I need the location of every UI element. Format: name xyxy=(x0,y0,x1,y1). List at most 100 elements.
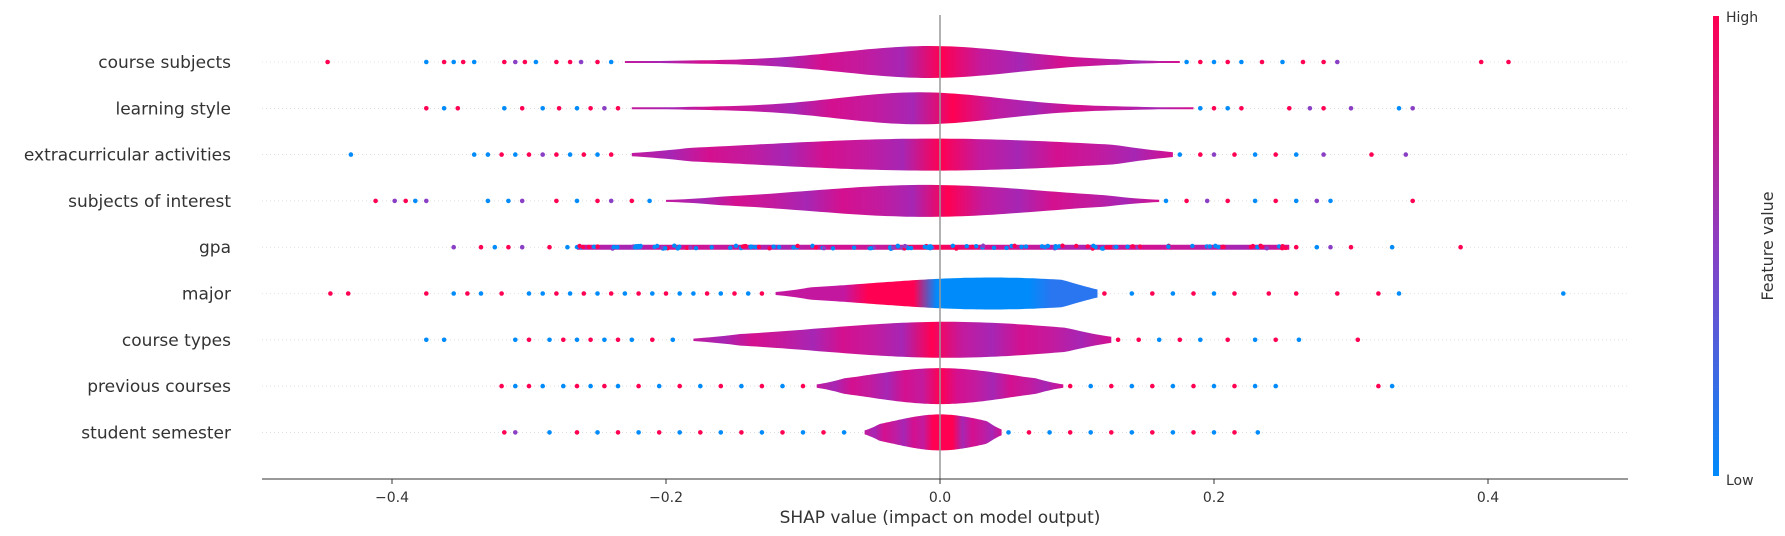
data-point xyxy=(718,291,724,296)
data-point xyxy=(478,244,484,250)
data-point xyxy=(540,152,545,157)
data-point xyxy=(1088,430,1093,435)
data-point xyxy=(739,430,744,435)
data-point xyxy=(732,291,737,296)
data-point xyxy=(392,198,398,204)
data-point xyxy=(1198,59,1203,65)
data-point xyxy=(745,291,751,296)
data-point xyxy=(1085,244,1090,249)
data-point xyxy=(1328,198,1333,204)
data-point xyxy=(1273,152,1278,157)
data-point xyxy=(1376,383,1381,389)
violin-shape xyxy=(666,184,1160,217)
data-point xyxy=(629,337,635,343)
data-point xyxy=(1026,430,1032,435)
data-point xyxy=(1211,430,1217,435)
data-point xyxy=(733,243,739,248)
data-point xyxy=(595,244,600,249)
data-point xyxy=(895,244,901,249)
data-point xyxy=(800,430,806,435)
data-point xyxy=(1403,152,1409,157)
colorbar: High Low Feature value xyxy=(1713,10,1777,489)
data-point xyxy=(513,152,518,157)
colorbar-title: Feature value xyxy=(1758,191,1777,300)
data-point xyxy=(502,106,507,111)
data-point xyxy=(540,106,545,111)
data-point xyxy=(656,430,662,435)
data-point xyxy=(1221,244,1226,250)
data-point xyxy=(1074,243,1079,249)
data-point xyxy=(554,198,559,204)
data-point xyxy=(574,106,580,111)
x-tick-label: 0.0 xyxy=(929,490,951,506)
data-point xyxy=(1266,291,1272,296)
data-point xyxy=(533,59,539,65)
data-point xyxy=(1204,198,1210,204)
data-point xyxy=(556,106,562,111)
data-point xyxy=(1273,383,1278,389)
data-point xyxy=(718,383,724,389)
violin-shape xyxy=(775,277,1098,310)
data-point xyxy=(1239,59,1244,65)
data-point xyxy=(672,243,677,248)
data-point xyxy=(1004,245,1009,251)
data-point xyxy=(753,245,758,250)
data-point xyxy=(502,59,507,65)
data-point xyxy=(795,243,800,249)
data-point xyxy=(441,337,447,343)
data-point xyxy=(567,152,573,157)
data-point xyxy=(581,291,587,296)
data-point xyxy=(567,59,573,65)
data-point xyxy=(424,291,429,296)
data-point xyxy=(485,198,491,204)
data-point xyxy=(1264,246,1270,251)
data-point xyxy=(830,246,836,251)
data-point xyxy=(413,198,418,204)
data-point xyxy=(759,291,765,296)
data-point xyxy=(841,430,847,435)
data-point xyxy=(615,106,621,111)
data-point xyxy=(810,243,815,249)
data-point xyxy=(492,244,498,250)
data-point xyxy=(451,59,457,65)
data-point xyxy=(499,152,504,157)
data-point xyxy=(1239,106,1244,111)
x-tick-label: 0.2 xyxy=(1203,490,1225,506)
data-point xyxy=(502,430,507,435)
data-point xyxy=(519,198,525,204)
data-point xyxy=(1067,383,1073,389)
data-point xyxy=(629,198,635,204)
data-point xyxy=(345,291,351,296)
x-tick-label: 0.4 xyxy=(1477,490,1499,506)
data-point xyxy=(1287,106,1292,111)
data-point xyxy=(868,245,873,251)
data-point xyxy=(615,244,620,250)
data-point xyxy=(574,337,580,343)
data-point xyxy=(1045,243,1051,249)
data-point xyxy=(638,243,643,249)
data-point xyxy=(964,243,969,249)
data-point xyxy=(636,383,641,389)
data-point xyxy=(1252,198,1258,204)
feature-label: student semester xyxy=(81,423,231,443)
data-point xyxy=(460,59,466,65)
feature-label: course subjects xyxy=(98,53,231,73)
data-point xyxy=(580,244,586,250)
data-point xyxy=(608,198,614,204)
data-point xyxy=(451,291,457,296)
data-point xyxy=(595,430,600,435)
data-point xyxy=(602,337,607,343)
data-point xyxy=(663,245,668,251)
data-point xyxy=(1225,337,1230,343)
data-point xyxy=(1252,383,1258,389)
data-point xyxy=(709,245,714,250)
data-point xyxy=(526,152,532,157)
data-point xyxy=(485,152,491,157)
data-point xyxy=(1091,243,1096,248)
data-point xyxy=(1321,59,1326,65)
data-point xyxy=(1104,245,1109,250)
data-point xyxy=(1211,59,1217,65)
data-point xyxy=(704,291,710,296)
data-point xyxy=(970,244,975,250)
feature-label: major xyxy=(182,285,231,305)
